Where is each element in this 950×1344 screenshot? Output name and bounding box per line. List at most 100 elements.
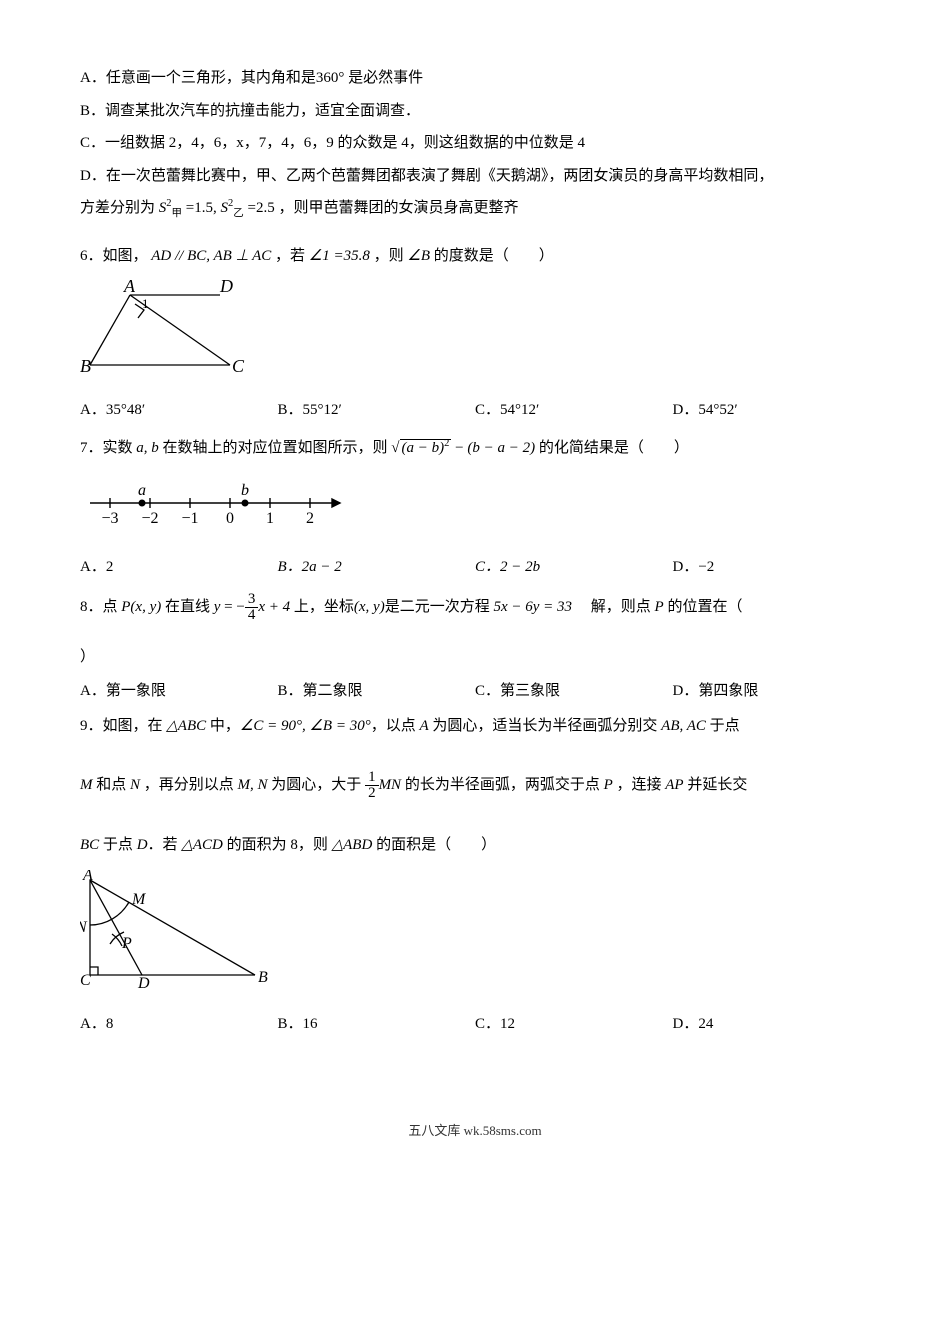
- q8-opt-c: C．第三象限: [475, 677, 673, 706]
- q9-abd: △ABD: [332, 837, 373, 853]
- q9-mn2: MN: [379, 777, 402, 793]
- q9-opt-d: D．24: [673, 1010, 871, 1039]
- q9-l3-4: ．若: [148, 837, 182, 853]
- q7-minus: −: [451, 440, 467, 456]
- q7-la: a: [138, 482, 146, 499]
- q8-eq: y = −34x + 4: [214, 599, 294, 615]
- q5-opt-d-line1: D．在一次芭蕾舞比赛中，甲、乙两个芭蕾舞团都表演了舞剧《天鹅湖》，两团女演员的身…: [80, 162, 870, 191]
- q6-mid: ，若: [275, 248, 305, 264]
- q8-options: A．第一象限 B．第二象限 C．第三象限 D．第四象限: [80, 677, 870, 706]
- q9-l2-12: 并延长交: [684, 777, 748, 793]
- page-footer: 五八文库 wk.58sms.com: [80, 1119, 870, 1144]
- q8-6: 的位置在（: [664, 599, 743, 615]
- q9-l3-2: 于点: [99, 837, 137, 853]
- q9f-a: A: [82, 870, 93, 884]
- q9-figure: A B C D M N P: [80, 870, 870, 1001]
- q9-opt-a: A．8: [80, 1010, 278, 1039]
- q8-stem: 8．点 P(x, y) 在直线 y = −34x + 4 上，坐标(x, y)是…: [80, 592, 870, 623]
- q9f-p: P: [121, 935, 132, 952]
- q9f-b: B: [258, 969, 268, 986]
- q9-l3-6: 的面积为 8，则: [223, 837, 332, 853]
- q5-s1-sub: 甲: [172, 208, 183, 219]
- q7-numberline: −3 −2 −1 0 1 2 a b: [80, 473, 870, 544]
- q9-fnum: 1: [365, 770, 379, 786]
- q6-cond1: AD // BC, AB ⊥ AC: [151, 248, 271, 264]
- q6-angleb: ∠B: [407, 248, 430, 264]
- q7-t1: −2: [141, 510, 158, 527]
- q9-opt-b: B．16: [278, 1010, 476, 1039]
- q9-l2-8: 的长为半径画弧，两弧交于点: [405, 777, 604, 793]
- q9-l2-6: 为圆心，大于: [268, 777, 366, 793]
- q9-stem-2: M 和点 N ，再分别以点 M, N 为圆心，大于 12MN 的长为半径画弧，两…: [80, 770, 870, 801]
- q9-n: N: [130, 777, 140, 793]
- q7-sqrt: (a − b): [402, 440, 445, 456]
- q6-suffix: ，则: [374, 248, 404, 264]
- q7-t4: 1: [266, 510, 274, 527]
- q6-opt-d: D．54°52′: [673, 396, 871, 425]
- q5-opt-c: C．一组数据 2，4，6，x，7，4，6，9 的众数是 4，则这组数据的中位数是…: [80, 129, 870, 158]
- q8-num: 3: [245, 592, 259, 608]
- q5-s1-eq: =1.5,: [182, 200, 220, 216]
- q9-options: A．8 B．16 C．12 D．24: [80, 1010, 870, 1039]
- q7-t2: −1: [181, 510, 198, 527]
- q7-tail: 的化简结果是（ ）: [539, 440, 689, 456]
- q8-5: 解，则点: [576, 599, 655, 615]
- q5-s2-sub: 乙: [233, 208, 244, 219]
- q6-prefix: 6．如图，: [80, 248, 148, 264]
- q8-1: 8．点: [80, 599, 121, 615]
- q8-4: 是二元一次方程: [385, 599, 490, 615]
- q9-l2-4: ，再分别以点: [140, 777, 238, 793]
- q9-l2-2: 和点: [93, 777, 131, 793]
- q9-tri: △ABC: [166, 718, 206, 734]
- q9-abac: AB, AC: [661, 718, 706, 734]
- q9-2: 中，: [206, 718, 240, 734]
- q6-fig-d: D: [219, 280, 233, 296]
- q8-2: 在直线: [161, 599, 214, 615]
- q9-l3-8: 的面积是（ ）: [372, 837, 496, 853]
- q6-figure: A D B C 1: [80, 280, 870, 386]
- q7-options: A．2 B．2a − 2 C．2 − 2b D．−2: [80, 553, 870, 582]
- q6-tail: 的度数是（ ）: [434, 248, 554, 264]
- q9f-c: C: [80, 972, 91, 989]
- q7-ab: a, b: [136, 440, 159, 456]
- q9-stem-1: 9．如图，在 △ABC 中，∠C = 90°, ∠B = 30°，以点 A 为圆…: [80, 712, 870, 741]
- q8-opt-b: B．第二象限: [278, 677, 476, 706]
- q7-t5: 2: [306, 510, 314, 527]
- q8-eq2: 5x − 6y = 33: [493, 599, 572, 615]
- q8-3: 上，坐标: [294, 599, 354, 615]
- q9-stem-3: BC 于点 D．若 △ACD 的面积为 8，则 △ABD 的面积是（ ）: [80, 831, 870, 860]
- q8-close: ）: [80, 643, 870, 672]
- q9-1: 9．如图，在: [80, 718, 166, 734]
- q9-acd: △ACD: [181, 837, 223, 853]
- q9-5: 于点: [706, 718, 740, 734]
- q9-4: 为圆心，适当长为半径画弧分别交: [429, 718, 662, 734]
- q7-t3: 0: [226, 510, 234, 527]
- q6-opt-b: B．55°12′: [278, 396, 476, 425]
- q5-d-prefix: 方差分别为: [80, 200, 155, 216]
- q8-opt-d: D．第四象限: [673, 677, 871, 706]
- q6-cond2: ∠1 =35.8: [309, 248, 370, 264]
- q6-fig-c: C: [232, 356, 245, 375]
- q7-opt-d: D．−2: [673, 553, 871, 582]
- q7-t0: −3: [101, 510, 118, 527]
- q9-apt: A: [419, 718, 428, 734]
- q6-fig-b: B: [80, 356, 91, 375]
- q9-3: ，以点: [371, 718, 420, 734]
- q9-fden: 2: [365, 786, 379, 801]
- q8-pvar: P: [655, 599, 664, 615]
- q9-m: M: [80, 777, 93, 793]
- q9-p: P: [604, 777, 613, 793]
- q8-p: P(x, y): [121, 599, 161, 615]
- q7-mid: 在数轴上的对应位置如图所示，则: [159, 440, 388, 456]
- q9-bc: BC: [80, 837, 99, 853]
- q7-opt-c: C．2 − 2b: [475, 553, 673, 582]
- q5-var1: S2甲 =1.5, S2乙 =2.5: [159, 200, 279, 216]
- q7-prefix: 7．实数: [80, 440, 136, 456]
- q8-tail: x + 4: [258, 599, 290, 615]
- q9-ang: ∠C = 90°, ∠B = 30°: [240, 718, 371, 734]
- q9f-d: D: [137, 975, 150, 990]
- q9-opt-c: C．12: [475, 1010, 673, 1039]
- q7-lb: b: [241, 482, 249, 499]
- q6-options: A．35°48′ B．55°12′ C．54°12′ D．54°52′: [80, 396, 870, 425]
- q8-opt-a: A．第一象限: [80, 677, 278, 706]
